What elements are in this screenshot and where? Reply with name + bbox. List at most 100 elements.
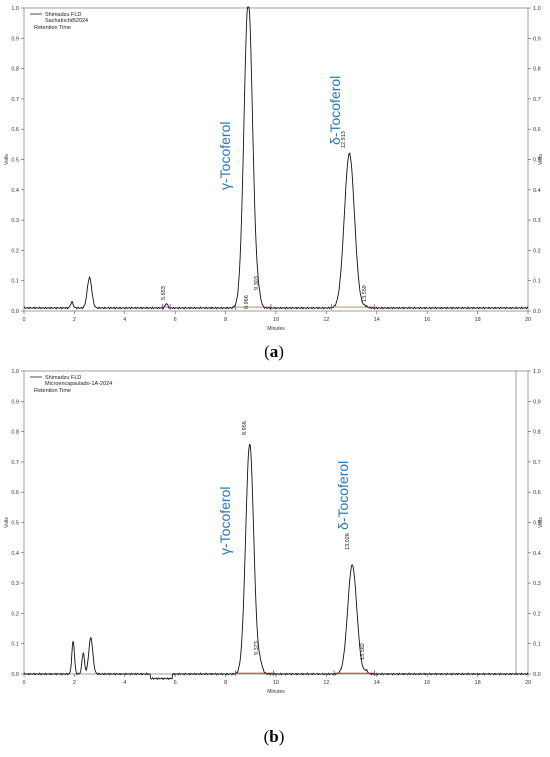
- x-tick-label: 0: [22, 317, 25, 323]
- x-tick-label: 12: [323, 317, 329, 323]
- y-tick-label: 0.9: [11, 399, 19, 405]
- legend-sample-name: Microencapsulado-1A-2024: [45, 381, 112, 387]
- y-axis-label: Volts: [4, 154, 10, 165]
- x-tick-label: 16: [424, 680, 430, 686]
- y-tick-label-right: 0.6: [533, 490, 541, 496]
- legend-sample-name: SachaInchiB2024: [45, 18, 88, 24]
- x-tick-label: 16: [424, 317, 430, 323]
- y-tick-label: 1.0: [11, 369, 19, 375]
- y-tick-label: 0.4: [11, 188, 19, 194]
- y-tick-label-right: 0.3: [533, 581, 541, 587]
- plot-frame: [23, 7, 529, 312]
- y-tick-label: 0.7: [11, 97, 19, 103]
- y-tick-label: 0.2: [11, 248, 19, 254]
- x-tick-label: 18: [475, 317, 481, 323]
- x-tick-label: 4: [123, 317, 126, 323]
- y-tick-label-right: 0.1: [533, 279, 541, 285]
- y-tick-label: 0.6: [11, 490, 19, 496]
- peak-rt-label: 8.956: [242, 421, 248, 435]
- x-axis-label: Minutes: [267, 326, 285, 332]
- y-tick-label: 0.3: [11, 581, 19, 587]
- peak-rt-label: 13.559: [362, 285, 368, 302]
- y-tick-label: 0.3: [11, 218, 19, 224]
- peak-rt-label: 12.913: [341, 131, 347, 148]
- chromatogram-trace: [23, 443, 529, 681]
- y-tick-label-right: 0.1: [533, 642, 541, 648]
- compound-label: δ-Tocoferol: [327, 76, 343, 145]
- x-tick-label: 8: [224, 317, 227, 323]
- x-tick-label: 14: [374, 317, 380, 323]
- y-tick-label-right: 0.2: [533, 611, 541, 617]
- y-tick-label-right: 0.8: [533, 430, 541, 436]
- legend-series-name: Shimadzu FLD: [45, 375, 81, 381]
- y-tick-label: 0.5: [11, 158, 19, 164]
- y-axis-label: Volts: [4, 517, 10, 528]
- plot-frame: [23, 370, 529, 675]
- x-tick-label: 8: [224, 680, 227, 686]
- x-tick-label: 10: [273, 317, 279, 323]
- peak-rt-label: 8.966: [244, 295, 250, 309]
- compound-label: γ-Tocoferol: [217, 122, 233, 190]
- peak-rt-label: 13.582: [360, 643, 366, 660]
- x-tick-label: 18: [475, 680, 481, 686]
- y-tick-label: 0.8: [11, 67, 19, 73]
- y-tick-label: 0.6: [11, 127, 19, 133]
- y-tick-label-right: 0.7: [533, 97, 541, 103]
- x-tick-label: 2: [73, 680, 76, 686]
- legend-retention-time: Retention Time: [34, 25, 71, 31]
- y-tick-label-right: 0.9: [533, 36, 541, 42]
- x-tick-label: 6: [174, 680, 177, 686]
- y-axis-label-right: Volts: [538, 154, 544, 165]
- y-tick-label-right: 0.6: [533, 127, 541, 133]
- y-tick-label: 0.9: [11, 36, 19, 42]
- x-tick-label: 4: [123, 680, 126, 686]
- x-tick-label: 20: [525, 680, 531, 686]
- y-tick-label-right: 0.2: [533, 248, 541, 254]
- y-tick-label: 0.7: [11, 460, 19, 466]
- panel-label-b: (b): [264, 727, 285, 746]
- y-tick-label-right: 0.7: [533, 460, 541, 466]
- compound-label: δ-Tocoferol: [335, 461, 351, 530]
- peak-rt-label: 9.303: [254, 276, 260, 290]
- y-tick-label-right: 0.9: [533, 399, 541, 405]
- compound-label: γ-Tocoferol: [217, 487, 233, 555]
- y-tick-label: 0.4: [11, 551, 19, 557]
- peak-rt-label: 5.653: [161, 286, 167, 300]
- y-tick-label-right: 0.8: [533, 67, 541, 73]
- x-tick-label: 12: [323, 680, 329, 686]
- y-tick-label-right: 0.4: [533, 188, 541, 194]
- y-tick-label-right: 0.3: [533, 218, 541, 224]
- y-tick-label-right: 1.0: [533, 369, 541, 375]
- y-tick-label: 0.0: [11, 309, 19, 315]
- legend-series-name: Shimadzu FLD: [45, 12, 81, 18]
- x-tick-label: 20: [525, 317, 531, 323]
- y-tick-label: 0.2: [11, 611, 19, 617]
- y-tick-label-right: 0.5: [533, 158, 541, 164]
- panel-label-a: (a): [264, 342, 284, 361]
- peak-rt-label: 9.373: [254, 641, 260, 655]
- x-tick-label: 6: [174, 317, 177, 323]
- x-tick-label: 0: [22, 680, 25, 686]
- legend-retention-time: Retention Time: [34, 388, 71, 394]
- chromatogram-a: 0.0 0.0 0.1 0.1 0.2 0.2 0.3 0.3 0.4 0.4 0.5 0.5 0.6 0…: [4, 6, 544, 332]
- y-tick-label: 0.1: [11, 279, 19, 285]
- y-tick-label: 0.8: [11, 430, 19, 436]
- x-axis-label: Minutes: [267, 689, 285, 695]
- y-tick-label: 0.0: [11, 672, 19, 678]
- x-tick-label: 10: [273, 680, 279, 686]
- y-tick-label-right: 1.0: [533, 6, 541, 12]
- y-tick-label-right: 0.4: [533, 551, 541, 557]
- y-axis-label-right: Volts: [538, 517, 544, 528]
- chromatogram-b: 0.0 0.0 0.1 0.1 0.2 0.2 0.3 0.3 0.4 0.4 0.5 0.5 0.6 0…: [4, 369, 544, 695]
- y-tick-label-right: 0.0: [533, 672, 541, 678]
- y-tick-label: 1.0: [11, 6, 19, 12]
- peak-rt-label: 13.026: [345, 533, 351, 550]
- y-tick-label: 0.5: [11, 521, 19, 527]
- y-tick-label-right: 0.0: [533, 309, 541, 315]
- x-tick-label: 14: [374, 680, 380, 686]
- x-tick-label: 2: [73, 317, 76, 323]
- chromatogram-trace: [23, 6, 529, 310]
- y-tick-label-right: 0.5: [533, 521, 541, 527]
- y-tick-label: 0.1: [11, 642, 19, 648]
